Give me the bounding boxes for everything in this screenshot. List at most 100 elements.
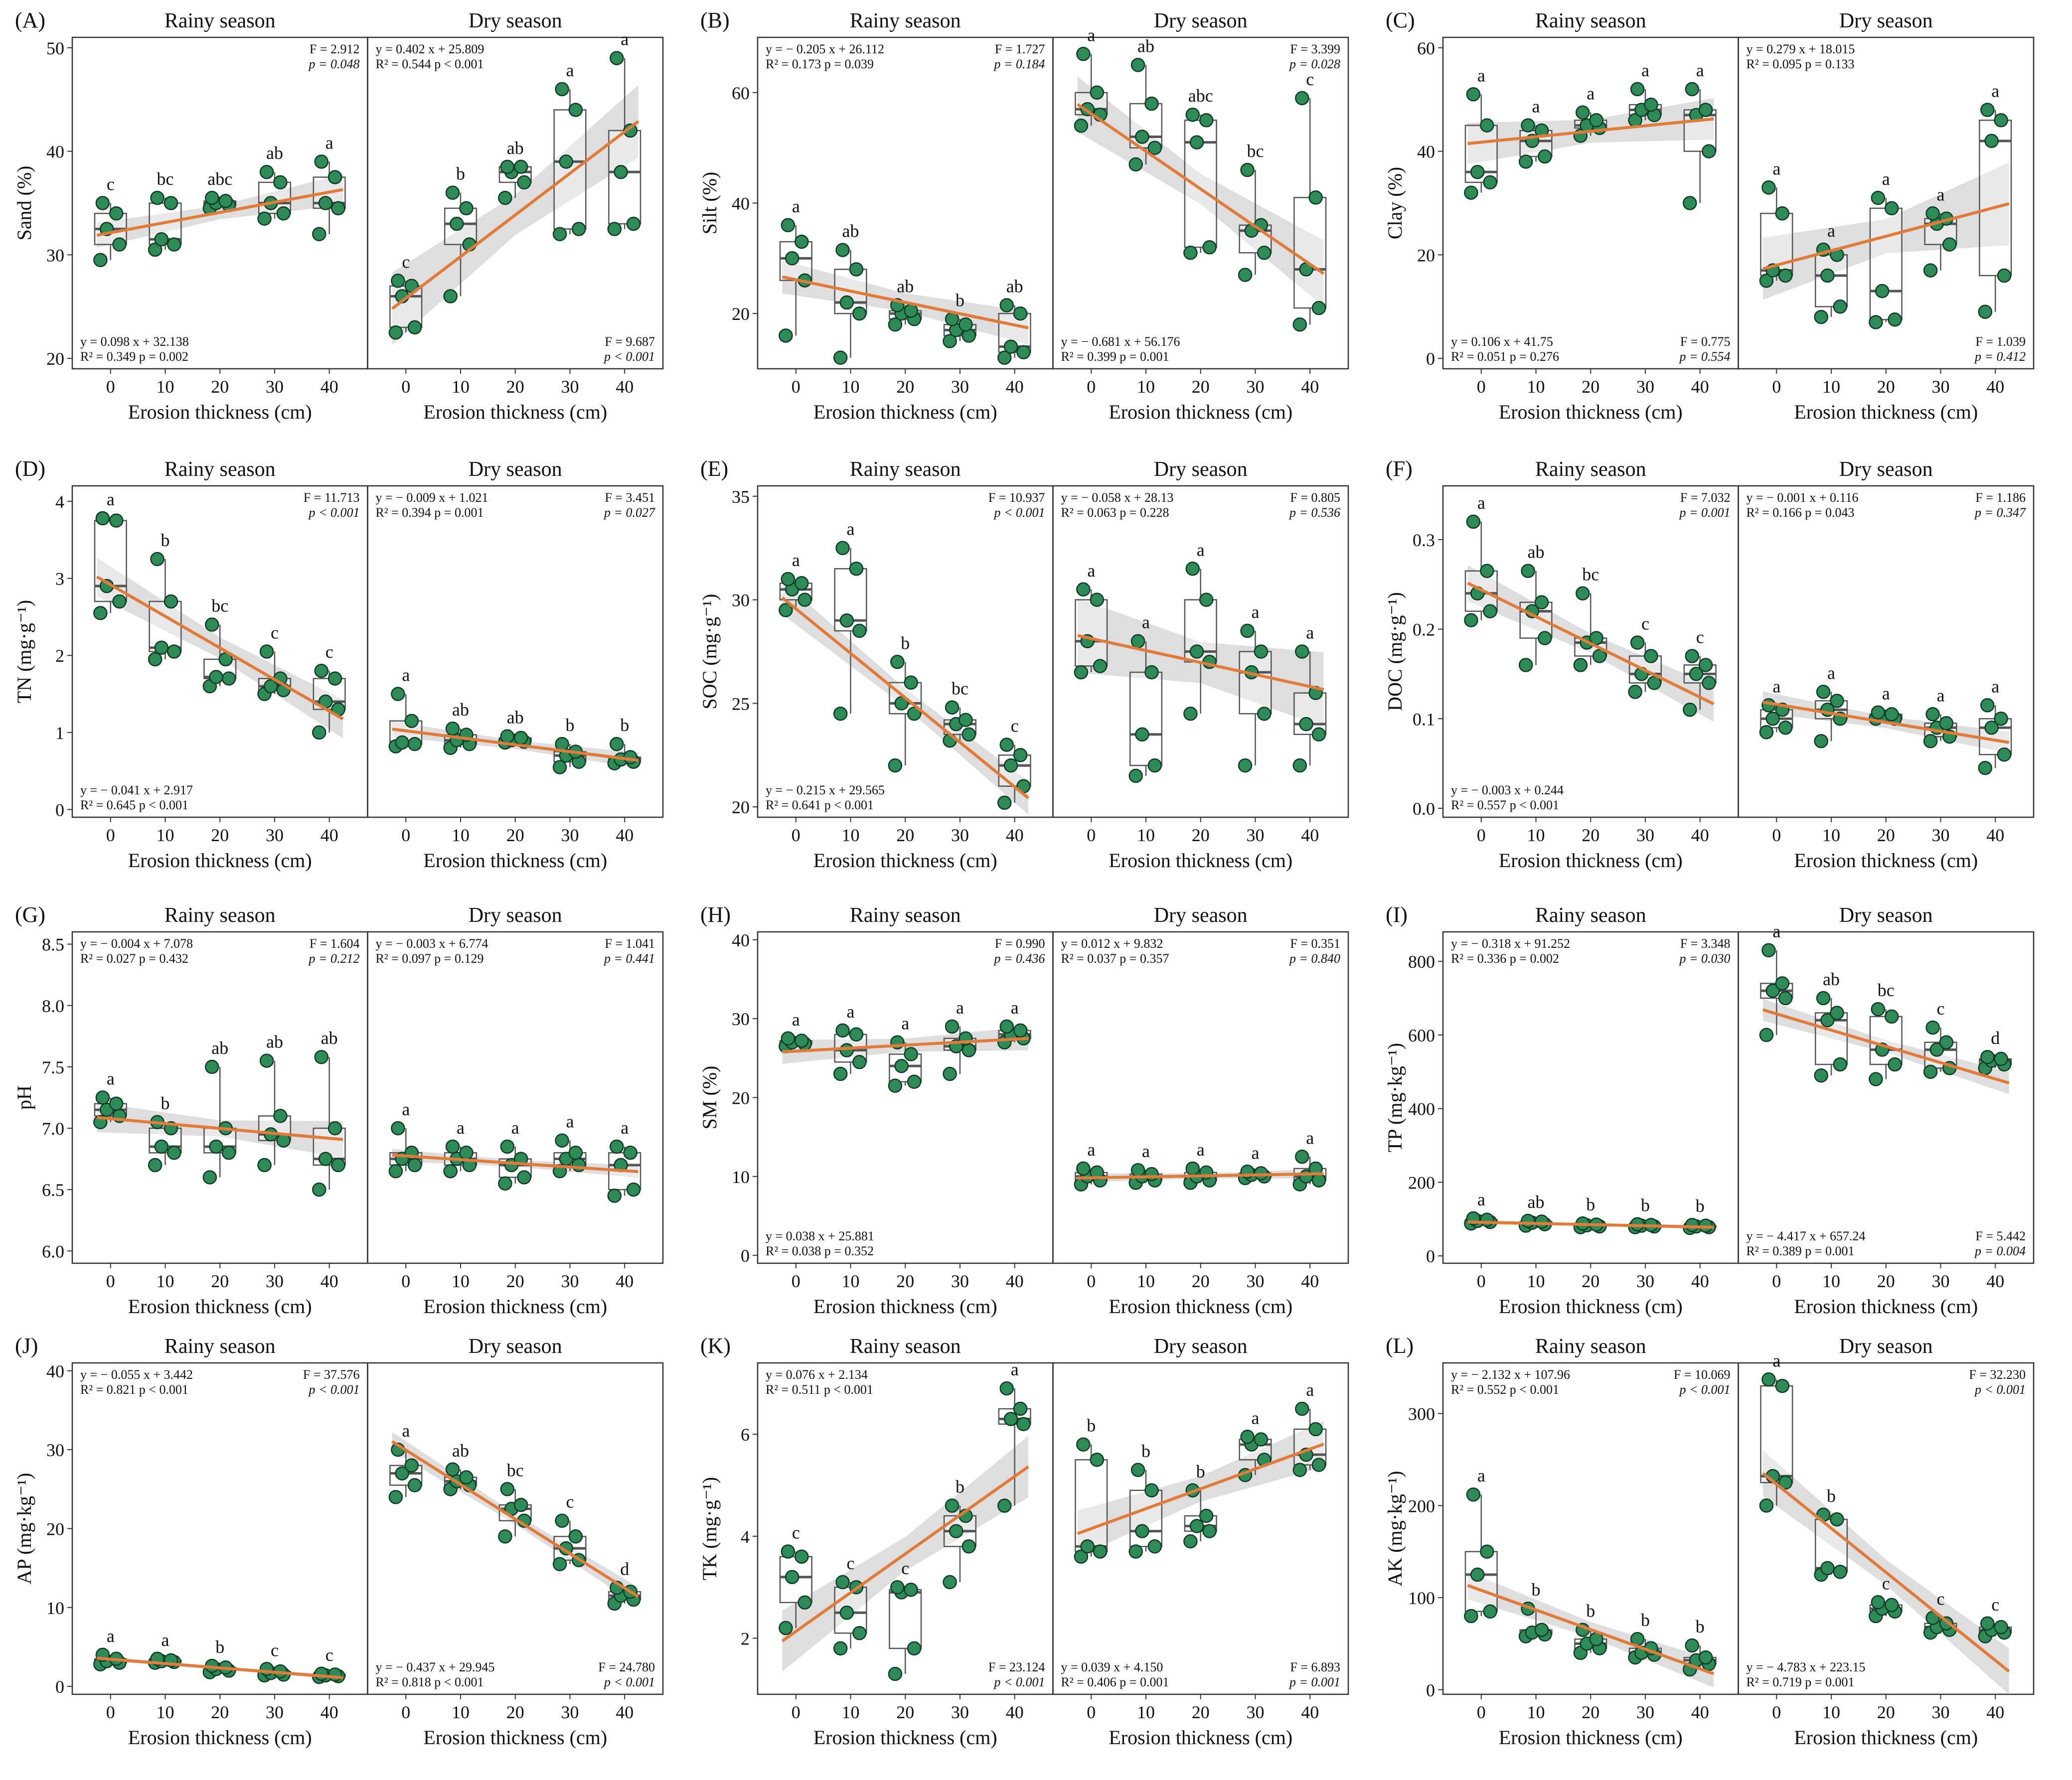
data-point — [943, 1575, 957, 1590]
significance-letter: a — [402, 665, 410, 685]
data-point — [1147, 141, 1162, 155]
x-tick-label: 10 — [1137, 1271, 1155, 1291]
data-point — [1311, 727, 1326, 742]
data-point — [839, 613, 854, 628]
significance-letter: c — [1882, 1573, 1890, 1593]
significance-letter: b — [456, 164, 465, 184]
data-point — [327, 1667, 342, 1682]
y-tick-label: 0 — [1426, 1246, 1435, 1266]
data-point — [407, 737, 422, 751]
x-tick-label: 20 — [1192, 1702, 1210, 1722]
facet-title-dry: Dry season — [1839, 904, 1933, 927]
data-point — [1292, 1463, 1307, 1478]
data-point — [610, 737, 624, 751]
significance-letter: a — [1142, 1141, 1150, 1161]
x-tick-label: 20 — [1192, 825, 1210, 845]
data-point — [1144, 1167, 1159, 1182]
data-point — [1997, 268, 2012, 283]
significance-letter: a — [1772, 158, 1780, 178]
data-point — [112, 594, 127, 609]
x-tick-label: 40 — [1691, 1702, 1709, 1722]
data-point — [1090, 1453, 1105, 1467]
x-axis-label: Erosion thickness (cm) — [128, 401, 312, 423]
facet-title-rainy: Rainy season — [850, 904, 961, 927]
data-point — [1003, 1412, 1018, 1426]
regression-equation: y = − 0.041 x + 2.917 — [80, 783, 193, 797]
regression-r2: R² = 0.389 p = 0.001 — [1747, 1244, 1855, 1258]
y-tick-label: 2 — [55, 646, 64, 666]
regression-r2: R² = 0.038 p = 0.352 — [766, 1244, 874, 1258]
y-tick-label: 0.1 — [1413, 709, 1435, 729]
data-point — [626, 1182, 641, 1197]
data-point — [331, 201, 345, 216]
data-point — [607, 222, 622, 236]
significance-letter: b — [1586, 1601, 1595, 1621]
x-tick-label: 30 — [1636, 1271, 1654, 1291]
fit-line — [781, 596, 1030, 799]
data-point — [1518, 658, 1533, 672]
data-point — [943, 334, 957, 348]
panel-label: (H) — [700, 902, 731, 927]
data-point — [218, 194, 233, 208]
significance-letter: a — [1087, 25, 1095, 45]
facet-title-dry: Dry season — [469, 9, 562, 32]
facet-title-rainy: Rainy season — [164, 904, 276, 927]
anova-f: F = 32.230 — [1969, 1367, 2026, 1382]
anova-f: F = 11.713 — [304, 490, 360, 505]
data-point — [999, 1019, 1014, 1034]
anova-f: F = 0.775 — [1680, 334, 1731, 349]
data-point — [314, 663, 329, 678]
data-point — [852, 1055, 867, 1069]
panel-label: (C) — [1386, 8, 1415, 32]
x-tick-label: 0 — [401, 825, 410, 845]
x-tick-label: 10 — [842, 1271, 860, 1291]
data-point — [1093, 1544, 1108, 1559]
regression-r2: R² = 0.818 p < 0.001 — [376, 1675, 484, 1689]
data-point — [1630, 82, 1645, 97]
data-point — [1759, 274, 1774, 288]
data-point — [999, 298, 1014, 312]
data-point — [1761, 180, 1776, 195]
data-point — [1984, 721, 1999, 735]
x-tick-label: 10 — [842, 1702, 860, 1722]
data-point — [1189, 1519, 1204, 1533]
data-point — [1238, 758, 1253, 773]
data-point — [1189, 135, 1204, 149]
significance-letter: c — [325, 1645, 333, 1665]
data-point — [150, 552, 164, 567]
data-point — [1925, 206, 1940, 221]
regression-equation: y = 0.402 x + 25.809 — [376, 42, 484, 56]
x-tick-label: 40 — [1006, 825, 1024, 845]
significance-letter: a — [1011, 1359, 1019, 1379]
data-point — [327, 671, 342, 686]
y-axis-label: SOC (mg·g⁻¹) — [698, 594, 721, 710]
panel-label: (K) — [700, 1334, 731, 1358]
x-tick-label: 30 — [1246, 1702, 1264, 1722]
data-point — [1199, 593, 1214, 607]
x-axis-label: Erosion thickness (cm) — [1109, 1726, 1292, 1749]
data-point — [1238, 268, 1253, 282]
regression-r2: R² = 0.641 p < 0.001 — [766, 798, 874, 812]
facet-frame — [757, 931, 1054, 1264]
data-point — [459, 1146, 474, 1160]
x-axis-label: Erosion thickness (cm) — [1499, 1295, 1683, 1318]
x-tick-label: 40 — [1301, 1702, 1319, 1722]
x-tick-label: 30 — [1931, 377, 1949, 397]
y-tick-label: 40 — [732, 194, 750, 214]
data-point — [958, 317, 973, 332]
regression-r2: R² = 0.821 p < 0.001 — [80, 1382, 188, 1397]
data-point — [205, 190, 219, 205]
data-point — [202, 1170, 217, 1185]
x-tick-label: 20 — [1582, 825, 1599, 845]
data-point — [318, 1152, 333, 1166]
panel-label: (J) — [15, 1334, 38, 1358]
data-point — [407, 1478, 422, 1492]
data-point — [498, 1176, 512, 1191]
data-point — [257, 1158, 272, 1173]
data-point — [797, 1595, 812, 1610]
regression-equation: y = 0.106 x + 41.75 — [1451, 334, 1553, 349]
data-point — [1884, 707, 1899, 722]
regression-r2: R² = 0.166 p = 0.043 — [1747, 505, 1855, 520]
y-tick-label: 3 — [55, 569, 64, 589]
